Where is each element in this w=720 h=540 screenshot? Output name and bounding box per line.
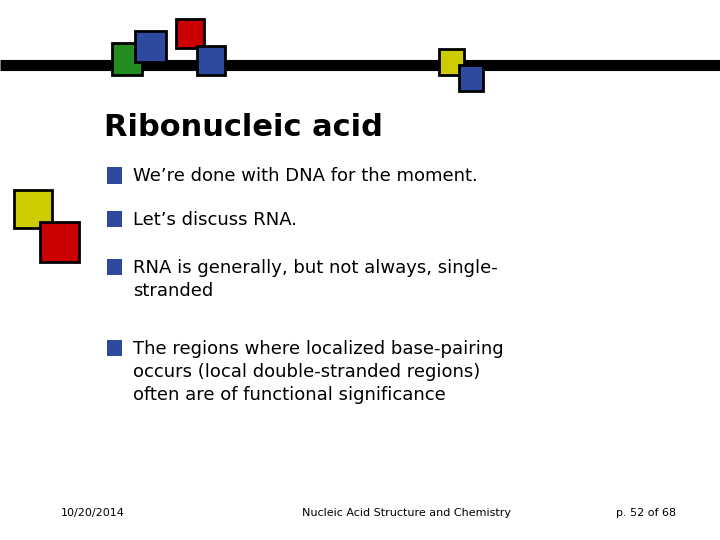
Bar — [112, 43, 142, 75]
Bar — [14, 190, 52, 228]
Bar — [107, 211, 122, 227]
Bar — [107, 340, 122, 356]
Bar — [176, 19, 204, 48]
Text: The regions where localized base-pairing
occurs (local double-stranded regions)
: The regions where localized base-pairing… — [133, 340, 504, 404]
Text: 10/20/2014: 10/20/2014 — [61, 508, 125, 518]
Bar — [459, 65, 483, 91]
Bar — [197, 46, 225, 75]
Bar — [107, 167, 122, 184]
Text: We’re done with DNA for the moment.: We’re done with DNA for the moment. — [133, 167, 478, 185]
Text: Ribonucleic acid: Ribonucleic acid — [104, 113, 383, 143]
Bar — [135, 31, 166, 62]
Text: Nucleic Acid Structure and Chemistry: Nucleic Acid Structure and Chemistry — [302, 508, 511, 518]
Bar — [40, 222, 79, 262]
Text: Let’s discuss RNA.: Let’s discuss RNA. — [133, 211, 297, 228]
Text: p. 52 of 68: p. 52 of 68 — [616, 508, 676, 518]
Text: RNA is generally, but not always, single-
stranded: RNA is generally, but not always, single… — [133, 259, 498, 300]
Bar — [107, 259, 122, 275]
Bar — [439, 49, 464, 75]
